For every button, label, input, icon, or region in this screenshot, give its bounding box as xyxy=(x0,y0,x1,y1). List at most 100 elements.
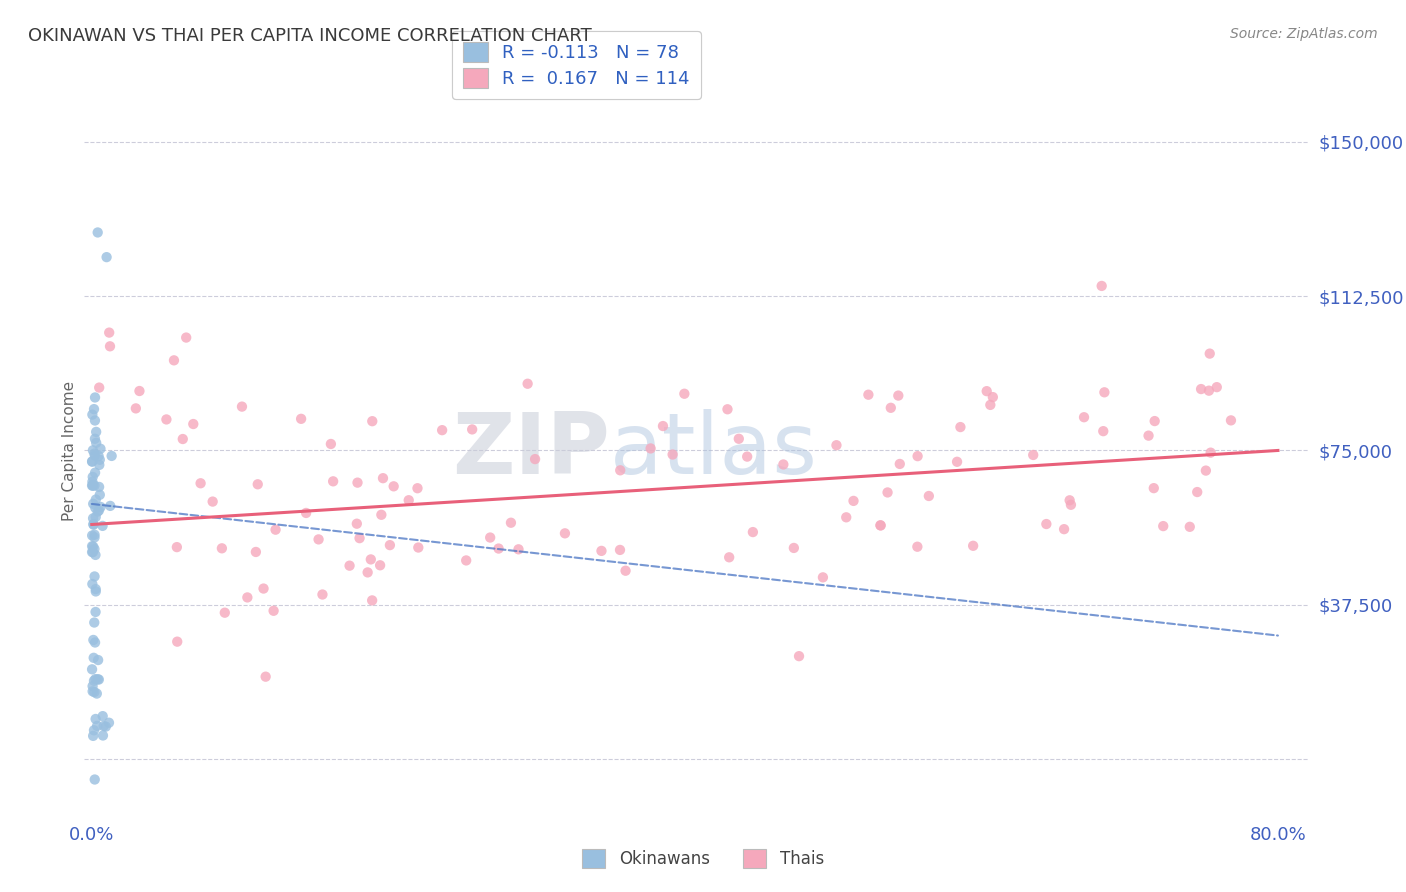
Point xyxy=(80,478,103,492)
Point xyxy=(858,387,880,401)
Point xyxy=(172,432,194,446)
Point xyxy=(84,582,107,596)
Point xyxy=(84,413,107,427)
Point xyxy=(718,550,741,565)
Point xyxy=(869,518,891,533)
Point xyxy=(82,729,104,743)
Y-axis label: Per Capita Income: Per Capita Income xyxy=(62,380,77,521)
Point xyxy=(835,510,858,524)
Point xyxy=(1035,516,1057,531)
Point xyxy=(125,401,148,416)
Point xyxy=(1073,410,1095,425)
Point xyxy=(1199,445,1222,459)
Point xyxy=(508,542,530,557)
Point xyxy=(1137,428,1160,442)
Point xyxy=(83,402,105,417)
Point xyxy=(361,593,384,607)
Point xyxy=(499,516,522,530)
Point xyxy=(264,523,287,537)
Legend: Okinawans, Thais: Okinawans, Thais xyxy=(575,843,831,875)
Point xyxy=(516,376,538,391)
Point xyxy=(1152,519,1174,533)
Point xyxy=(89,458,111,472)
Point xyxy=(880,401,903,415)
Point xyxy=(962,539,984,553)
Point xyxy=(83,527,105,541)
Point xyxy=(84,510,107,524)
Point xyxy=(245,545,267,559)
Point xyxy=(82,679,104,693)
Point xyxy=(382,479,405,493)
Point xyxy=(609,463,631,477)
Point xyxy=(84,432,107,446)
Point xyxy=(83,446,105,460)
Point xyxy=(84,492,107,507)
Point xyxy=(87,503,110,517)
Point xyxy=(408,541,430,555)
Point xyxy=(319,437,342,451)
Point xyxy=(80,662,103,676)
Point xyxy=(84,712,107,726)
Point xyxy=(614,564,637,578)
Point xyxy=(1187,485,1209,500)
Point xyxy=(311,587,333,601)
Point xyxy=(80,454,103,468)
Point xyxy=(98,499,121,513)
Point xyxy=(83,685,105,699)
Point xyxy=(91,729,114,743)
Point xyxy=(716,402,738,417)
Point xyxy=(84,672,107,686)
Point xyxy=(907,449,929,463)
Point xyxy=(83,650,105,665)
Point xyxy=(87,653,110,667)
Point xyxy=(1059,493,1081,508)
Point xyxy=(82,479,104,493)
Point xyxy=(1198,384,1220,398)
Point xyxy=(609,543,631,558)
Point xyxy=(349,531,371,545)
Point xyxy=(876,485,898,500)
Point xyxy=(1092,385,1115,400)
Point xyxy=(89,488,111,502)
Point xyxy=(82,443,104,458)
Point xyxy=(83,772,105,787)
Text: atlas: atlas xyxy=(610,409,818,492)
Point xyxy=(246,477,269,491)
Point xyxy=(82,454,104,468)
Point xyxy=(82,577,104,591)
Point xyxy=(346,516,368,531)
Point xyxy=(96,250,118,264)
Point xyxy=(98,715,121,730)
Point xyxy=(1198,346,1220,360)
Point xyxy=(1205,380,1227,394)
Point xyxy=(155,412,177,426)
Point xyxy=(673,386,696,401)
Point xyxy=(82,517,104,532)
Point xyxy=(82,545,104,559)
Point xyxy=(356,566,378,580)
Point xyxy=(91,519,114,533)
Point xyxy=(842,494,865,508)
Point xyxy=(82,540,104,554)
Point xyxy=(360,552,382,566)
Point xyxy=(811,570,834,584)
Point xyxy=(87,673,110,687)
Point xyxy=(456,553,478,567)
Point xyxy=(82,511,104,525)
Point xyxy=(1053,522,1076,536)
Point xyxy=(783,541,806,555)
Point xyxy=(661,448,683,462)
Point xyxy=(87,449,110,463)
Point xyxy=(236,591,259,605)
Point xyxy=(727,432,749,446)
Point xyxy=(640,442,662,456)
Point xyxy=(83,478,105,492)
Point xyxy=(949,420,972,434)
Point xyxy=(214,606,236,620)
Point xyxy=(406,481,429,495)
Point xyxy=(98,339,121,353)
Point xyxy=(83,449,105,463)
Point xyxy=(346,475,368,490)
Point xyxy=(889,457,911,471)
Point xyxy=(378,538,401,552)
